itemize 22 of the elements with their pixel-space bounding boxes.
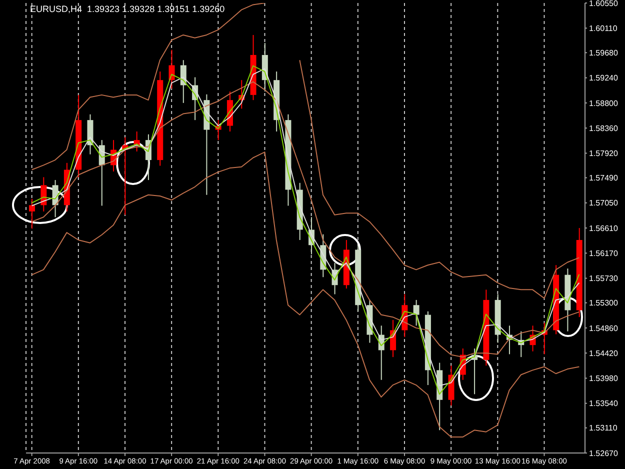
y-tick-label: 1.53110 [589, 424, 618, 433]
y-tick-label: 1.56610 [589, 224, 618, 233]
y-tick-label: 1.54860 [589, 324, 618, 333]
candlestick [29, 198, 35, 230]
y-tick-label: 1.59240 [589, 74, 618, 83]
y-tick-label: 1.57050 [589, 198, 618, 208]
y-tick-label: 1.53980 [589, 374, 618, 384]
y-tick-label: 1.58360 [589, 124, 618, 133]
line-series [31, 152, 580, 438]
y-tick-label: 1.59680 [589, 48, 618, 58]
y-tick-label: 1.60110 [589, 24, 618, 33]
y-tick-label: 1.55730 [589, 274, 618, 284]
chart-title: EURUSD,H4 1.39323 1.39328 1.39151 1.39260 [30, 4, 225, 14]
y-tick-label: 1.55300 [589, 298, 618, 308]
y-tick-label: 1.58800 [589, 98, 618, 108]
y-tick-label: 1.54420 [589, 348, 618, 358]
y-tick-label: 1.60550 [589, 0, 618, 8]
y-tick-label: 1.57490 [589, 174, 618, 183]
y-tick-label: 1.56170 [589, 248, 618, 258]
y-tick-label: 1.53540 [589, 399, 618, 408]
y-tick-label: 1.52670 [589, 448, 618, 458]
y-tick-label: 1.57920 [589, 149, 618, 158]
